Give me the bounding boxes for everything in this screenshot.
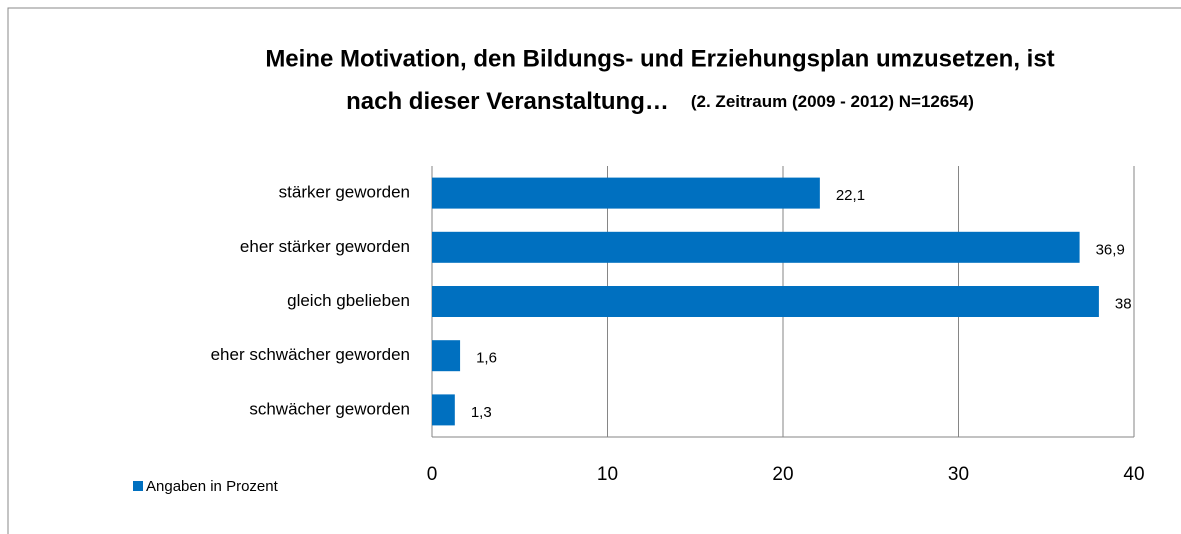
chart-border (7, 7, 1181, 534)
data-label: 1,3 (471, 404, 492, 421)
chart-subtitle: (2. Zeitraum (2009 - 2012) N=12654) (691, 92, 974, 111)
data-label: 1,6 (476, 350, 497, 367)
chart-title: nach dieser Veranstaltung… (346, 88, 669, 115)
bar (432, 231, 1080, 263)
chart-title: Meine Motivation, den Bildungs- und Erzi… (265, 45, 1054, 72)
y-tick-label: eher stärker geworden (240, 237, 410, 256)
bar (432, 340, 461, 372)
legend-label: Angaben in Prozent (146, 478, 279, 495)
data-label: 38 (1115, 295, 1132, 312)
x-tick-label: 30 (948, 464, 969, 485)
y-tick-label: eher schwächer geworden (211, 345, 410, 364)
x-tick-label: 10 (597, 464, 618, 485)
y-tick-label: gleich gbelieben (287, 291, 410, 310)
bar (432, 286, 1099, 317)
chart-title-line: nach dieser Veranstaltung… (2. Zeitraum (… (346, 88, 974, 115)
data-label: 22,1 (836, 187, 865, 204)
x-tick-label: 40 (1123, 464, 1144, 485)
x-tick-label: 0 (427, 464, 438, 485)
x-tick-label: 20 (772, 464, 793, 485)
data-label: 36,9 (1096, 241, 1125, 258)
bar (432, 394, 455, 426)
y-tick-label: schwächer geworden (249, 399, 410, 418)
bar (432, 177, 820, 209)
legend-swatch (133, 481, 143, 491)
y-tick-label: stärker geworden (279, 183, 410, 202)
